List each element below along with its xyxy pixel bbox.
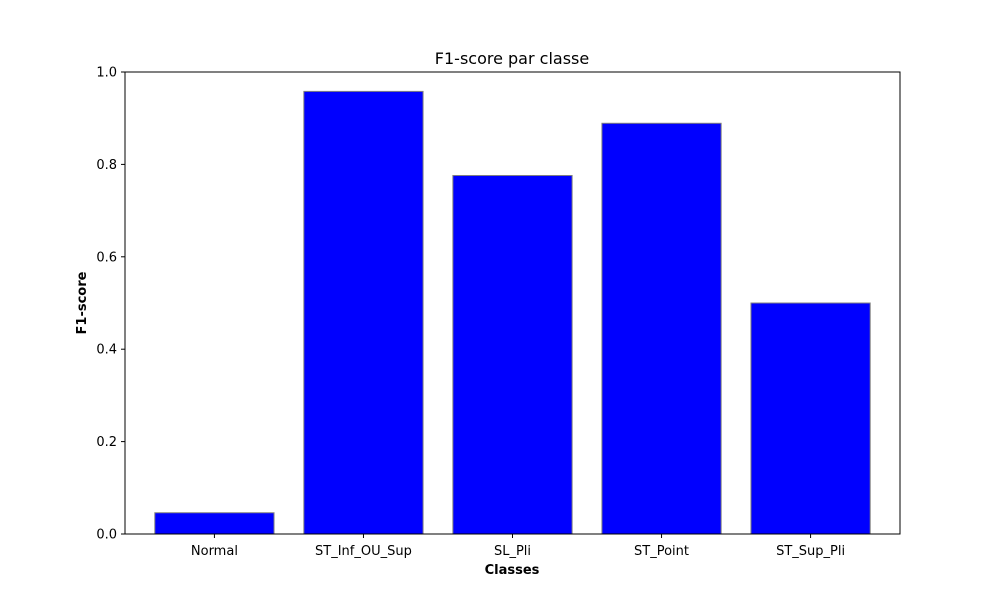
x-tick-label: Normal bbox=[191, 544, 238, 559]
chart-title: F1-score par classe bbox=[435, 49, 589, 68]
y-axis-ticks: 0.0 0.2 0.4 0.6 0.8 1.0 bbox=[96, 66, 125, 543]
plot-frame bbox=[124, 71, 901, 535]
bar-st-point bbox=[601, 122, 722, 535]
x-tick-label: ST_Sup_Pli bbox=[776, 544, 845, 559]
x-tick-label: SL_Pli bbox=[494, 544, 531, 559]
y-tick-label: 0.4 bbox=[96, 343, 117, 358]
bars-layer bbox=[154, 90, 871, 535]
x-tick-label: ST_Point bbox=[634, 544, 689, 559]
x-tick-label: ST_Inf_OU_Sup bbox=[315, 544, 412, 559]
y-axis-label: F1-score bbox=[75, 271, 90, 334]
y-tick-label: 0.0 bbox=[96, 528, 117, 543]
y-tick-label: 0.2 bbox=[96, 435, 117, 450]
bar-st-sup-pli bbox=[750, 302, 871, 535]
x-axis-label: Classes bbox=[485, 563, 540, 578]
y-tick-label: 0.6 bbox=[96, 250, 117, 265]
bar-sl-pli bbox=[452, 174, 573, 535]
bar-st-inf-ou-sup bbox=[303, 90, 424, 535]
x-axis-ticks: Normal ST_Inf_OU_Sup SL_Pli ST_Point ST_Sup_… bbox=[191, 534, 845, 559]
y-tick-label: 0.8 bbox=[96, 158, 117, 173]
y-tick-label: 1.0 bbox=[96, 66, 117, 81]
bar-normal bbox=[154, 512, 275, 535]
